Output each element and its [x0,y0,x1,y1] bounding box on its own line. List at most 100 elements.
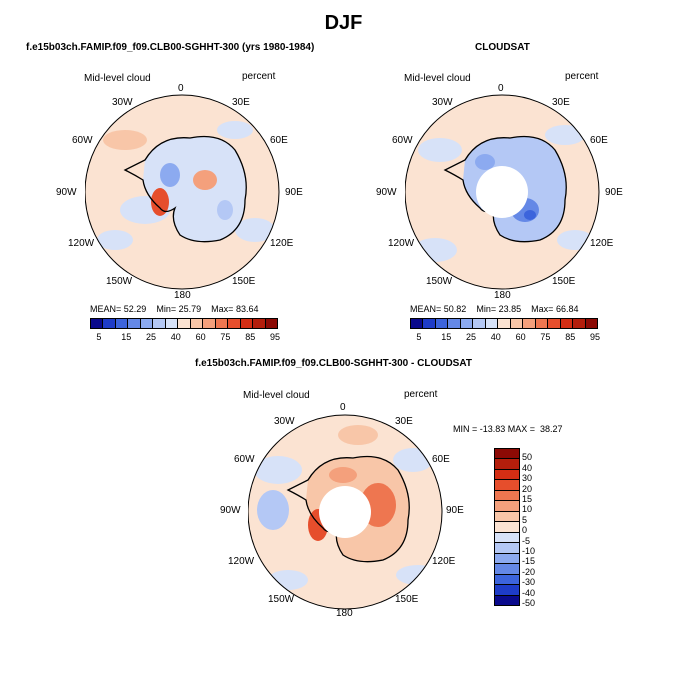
diff-cloud-patch [257,490,289,530]
obs-lon-label: 180 [494,290,511,301]
model-lon-label: 120W [68,238,95,249]
model-panel-title: f.e15b03ch.FAMIP.f09_f09.CLB00-SGHHT-300… [26,42,315,53]
diff-lon-label: 90W [220,505,241,516]
model-max: 83.64 [235,304,259,314]
colorbar-swatch [128,319,141,328]
colorbar-tick-label: 85 [565,332,576,342]
colorbar-swatch [495,469,519,481]
obs-polar-gap [476,166,528,218]
obs-lon-label: 60E [590,135,608,146]
colorbar-swatch [240,319,254,328]
model-mean: 52.29 [123,304,147,314]
colorbar-swatch [485,319,499,328]
colorbar-swatch [411,319,424,328]
colorbar-swatch [495,522,519,533]
colorbar-swatch [495,449,519,460]
diff-lon-label: 150E [395,594,419,605]
colorbar-tick-label: 40 [170,332,181,342]
diff-lon-label: 180 [336,608,353,619]
colorbar-tick-label: -40 [522,587,536,598]
diff-map-border [248,414,443,610]
obs-var-label: Mid-level cloud [404,73,471,84]
colorbar-swatch [495,585,519,596]
obs-mean: 50.82 [443,304,467,314]
obs-cloud-patch [545,125,585,145]
obs-map-border [405,94,600,290]
colorbar-swatch [495,501,519,512]
colorbar-swatch [495,553,519,565]
colorbar-swatch [495,543,519,554]
diff-cloud-patch [329,467,357,483]
diff-polar-gap [319,486,371,538]
colorbar-swatch [495,511,519,523]
model-lon-label: 60E [270,135,288,146]
diff-lon-label: 0 [340,402,346,413]
colorbar-swatch [253,319,266,328]
model-stats: MEAN= 52.29 Min= 25.79 Max= 83.64 [90,304,259,314]
model-map-border [85,94,280,290]
colorbar-tick-label: 25 [146,332,157,342]
obs-lon-label: 90E [605,187,623,198]
colorbar-swatch [178,319,191,328]
obs-colorbar-ticks: 5 15 25 40 60 75 85 95 [410,332,600,344]
model-lon-label: 120E [270,238,294,249]
colorbar-swatch [495,564,519,575]
diff-polar-map [248,414,443,610]
obs-colorbar [410,318,598,329]
model-lon-label: 90W [56,187,77,198]
colorbar-swatch [535,319,549,328]
colorbar-swatch [228,319,241,328]
colorbar-tick-label: 75 [540,332,551,342]
colorbar-tick-label: -5 [522,535,531,546]
colorbar-tick-label: -10 [522,546,536,556]
obs-stats: MEAN= 50.82 Min= 23.85 Max= 66.84 [410,304,579,314]
diff-lon-label: 150W [268,594,295,605]
model-lon-label: 60W [72,135,93,146]
model-min: 25.79 [178,304,202,314]
diff-cloud-patch [268,570,308,590]
diff-colorbar-ticks: 50 40 30 20 15 10 5 0 -5 -10 -15 -20 -30 -40 -50 [522,448,562,608]
model-lon-label: 90E [285,187,303,198]
diff-lon-label: 60W [234,454,255,465]
colorbar-swatch [560,319,574,328]
colorbar-tick-label: -30 [522,577,536,588]
colorbar-tick-label: 5 [416,332,422,342]
colorbar-tick-label: 95 [590,332,601,342]
colorbar-tick-label: 25 [466,332,477,342]
obs-cloud-patch [418,138,462,162]
diff-cloud-patch [338,425,378,445]
colorbar-tick-label: 5 [522,514,528,525]
colorbar-tick-label: -50 [522,598,536,608]
obs-cloud-patch [557,230,593,250]
colorbar-swatch [215,319,229,328]
colorbar-swatch [510,319,524,328]
colorbar-swatch [115,319,129,328]
model-cloud-patch [217,200,233,220]
obs-lon-label: 90W [376,187,397,198]
colorbar-tick-label: -20 [522,566,536,577]
colorbar-swatch [140,319,154,328]
model-colorbar-ticks: 5 15 25 40 60 75 85 95 [90,332,280,344]
colorbar-swatch [103,319,116,328]
model-polar-map [85,94,280,290]
colorbar-swatch [203,319,216,328]
colorbar-tick-label: 30 [522,473,533,484]
model-var-label: Mid-level cloud [84,73,151,84]
model-cloud-patch [235,218,275,242]
colorbar-tick-label: 15 [441,332,452,342]
colorbar-swatch [190,319,204,328]
model-lon-label: 0 [178,83,184,94]
colorbar-tick-label: 20 [522,483,533,494]
obs-lon-label: 30W [432,97,453,108]
colorbar-swatch [448,319,461,328]
colorbar-swatch [495,595,519,606]
diff-var-label: Mid-level cloud [243,390,310,401]
obs-lon-label: 30E [552,97,570,108]
model-colorbar [90,318,278,329]
obs-lon-label: 0 [498,83,504,94]
colorbar-tick-label: 15 [522,494,533,504]
colorbar-tick-label: 40 [522,462,533,473]
model-lon-label: 150W [106,276,133,287]
colorbar-swatch [265,319,278,328]
figure-title: DJF [324,12,363,34]
